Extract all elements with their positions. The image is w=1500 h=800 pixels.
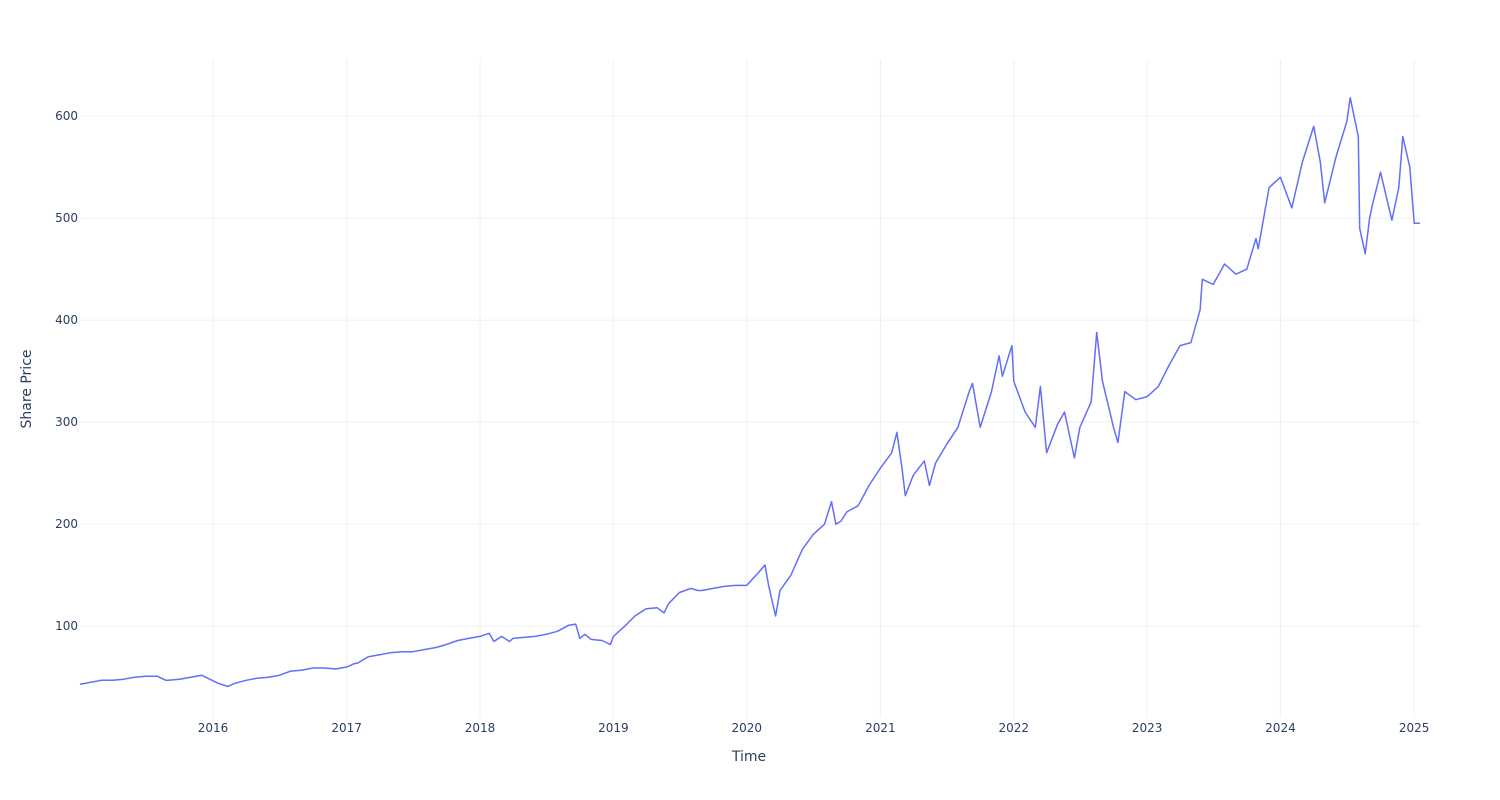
series-line xyxy=(79,96,1420,688)
x-tick-label: 2019 xyxy=(598,721,629,735)
x-tick-label: 2020 xyxy=(731,721,762,735)
y-tick-label: 400 xyxy=(55,313,78,327)
x-tick-label: 2025 xyxy=(1399,721,1430,735)
y-tick-label: 200 xyxy=(55,517,78,531)
y-tick-label: 100 xyxy=(55,619,78,633)
y-tick-label: 300 xyxy=(55,415,78,429)
y-gridlines xyxy=(80,115,1420,627)
x-tick-labels: 2016 2017 2018 2019 2020 2021 2022 2023 2024 2025 xyxy=(198,721,1430,735)
x-tick-label: 2023 xyxy=(1132,721,1163,735)
y-tick-label: 600 xyxy=(55,109,78,123)
x-tick-label: 2016 xyxy=(198,721,229,735)
y-tick-label: 500 xyxy=(55,211,78,225)
x-tick-label: 2017 xyxy=(331,721,362,735)
y-tick-labels: 100 200 300 400 500 600 xyxy=(55,109,78,633)
x-axis-title: Time xyxy=(731,749,766,765)
x-tick-label: 2021 xyxy=(865,721,896,735)
x-gridlines xyxy=(212,60,1415,718)
y-axis-title: Share Price xyxy=(19,349,35,428)
x-tick-label: 2024 xyxy=(1265,721,1296,735)
x-tick-label: 2022 xyxy=(998,721,1029,735)
x-tick-label: 2018 xyxy=(465,721,496,735)
